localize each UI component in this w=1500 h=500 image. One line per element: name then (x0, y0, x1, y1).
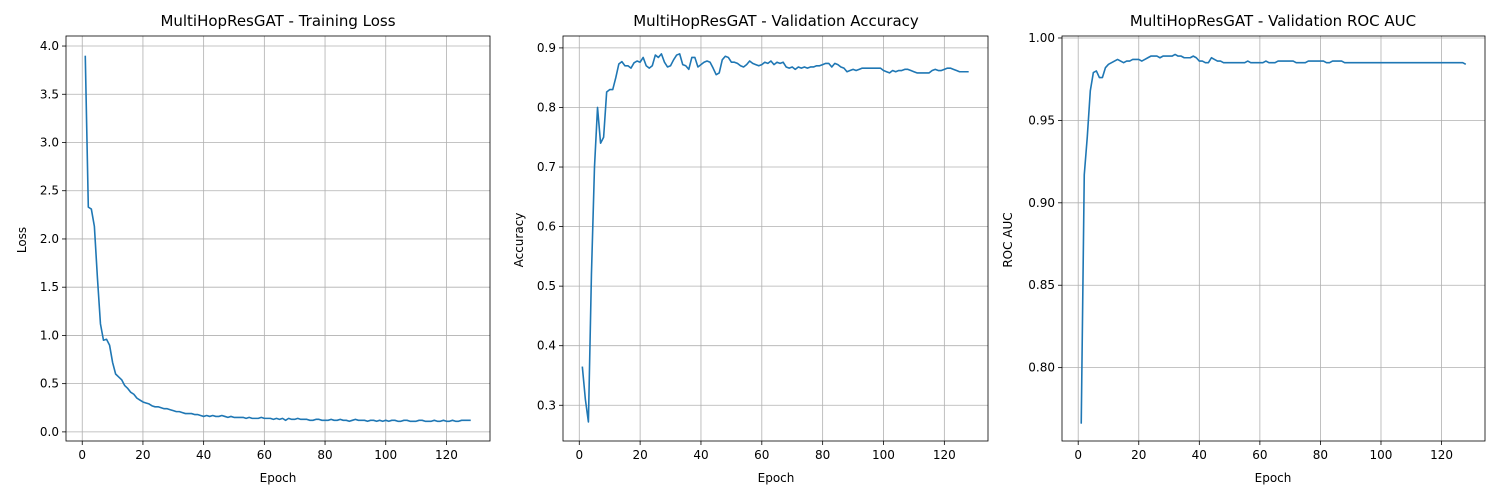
loss-x-tick-label: 80 (317, 448, 332, 462)
accuracy-x-tick-label: 100 (872, 448, 895, 462)
loss-x-tick-label: 40 (196, 448, 211, 462)
loss-x-tick-label: 0 (78, 448, 86, 462)
accuracy-y-tick-label: 0.5 (537, 279, 556, 293)
roc-auc-y-tick-label: 1.00 (1028, 31, 1055, 45)
loss-series-line (84, 55, 471, 423)
roc-auc-y-tick-label: 0.90 (1028, 196, 1055, 210)
accuracy-series-line (581, 53, 969, 423)
loss-y-tick-label: 2.0 (40, 232, 59, 246)
roc-auc-x-tick-label: 20 (1131, 448, 1146, 462)
accuracy-y-tick-label: 0.8 (537, 100, 556, 114)
loss-chart-title: MultiHopResGAT - Training Loss (160, 12, 395, 30)
accuracy-x-axis-label: Epoch (758, 471, 795, 485)
roc-auc-x-tick-label: 0 (1074, 448, 1082, 462)
accuracy-y-tick-label: 0.3 (537, 398, 556, 412)
accuracy-panel: MultiHopResGAT - Validation Accuracy Epo… (512, 12, 989, 485)
accuracy-x-tick-label: 40 (693, 448, 708, 462)
loss-y-tick-label: 1.5 (40, 280, 59, 294)
roc-auc-panel: MultiHopResGAT - Validation ROC AUC Epoc… (1001, 12, 1486, 485)
roc-auc-x-tick-label: 60 (1252, 448, 1267, 462)
loss-panel: MultiHopResGAT - Training Loss Epoch Los… (15, 12, 491, 485)
loss-y-tick-label: 4.0 (40, 39, 59, 53)
accuracy-x-tick-label: 20 (632, 448, 647, 462)
loss-y-axis-label: Loss (15, 227, 29, 253)
loss-y-tick-label: 3.5 (40, 87, 59, 101)
accuracy-x-tick-label: 0 (575, 448, 583, 462)
roc-auc-y-tick-label: 0.85 (1028, 278, 1055, 292)
accuracy-y-tick-label: 0.7 (537, 160, 556, 174)
accuracy-x-tick-label: 60 (754, 448, 769, 462)
accuracy-chart-title: MultiHopResGAT - Validation Accuracy (633, 12, 919, 30)
accuracy-x-tick-label: 120 (933, 448, 956, 462)
roc-auc-series-line (1080, 53, 1467, 424)
accuracy-plot-area: 0 20 40 60 80 100 120 0.3 0.4 0.5 0.6 0.7 0.8 0.9 (537, 35, 989, 462)
loss-x-tick-label: 100 (374, 448, 397, 462)
loss-x-tick-label: 120 (435, 448, 458, 462)
loss-y-tick-label: 0.0 (40, 425, 59, 439)
roc-auc-axes-frame (1061, 35, 1486, 442)
loss-y-tick-label: 2.5 (40, 184, 59, 198)
roc-auc-y-axis-label: ROC AUC (1001, 212, 1015, 267)
roc-auc-x-tick-label: 80 (1313, 448, 1328, 462)
loss-y-tick-label: 3.0 (40, 135, 59, 149)
roc-auc-plot-area: 0 20 40 60 80 100 120 0.80 0.85 0.90 0.95 1.00 (1028, 31, 1486, 462)
roc-auc-chart-title: MultiHopResGAT - Validation ROC AUC (1130, 12, 1416, 30)
loss-x-tick-label: 60 (257, 448, 272, 462)
accuracy-y-axis-label: Accuracy (512, 213, 526, 268)
loss-y-tick-label: 0.5 (40, 377, 59, 391)
roc-auc-y-tick-label: 0.80 (1028, 361, 1055, 375)
loss-x-axis-label: Epoch (260, 471, 297, 485)
accuracy-axes-frame (562, 35, 989, 442)
loss-plot-area: 0 20 40 60 80 100 120 0.0 0.5 1.0 1.5 2.0 2.5 3.0 3.5 4… (40, 35, 491, 462)
roc-auc-x-tick-label: 40 (1192, 448, 1207, 462)
accuracy-y-tick-label: 0.6 (537, 220, 556, 234)
roc-auc-y-tick-label: 0.95 (1028, 113, 1055, 127)
accuracy-y-tick-label: 0.9 (537, 41, 556, 55)
loss-x-tick-label: 20 (135, 448, 150, 462)
accuracy-x-tick-label: 80 (815, 448, 830, 462)
roc-auc-x-tick-label: 120 (1430, 448, 1453, 462)
accuracy-y-tick-label: 0.4 (537, 339, 556, 353)
roc-auc-x-axis-label: Epoch (1255, 471, 1292, 485)
loss-y-tick-label: 1.0 (40, 328, 59, 342)
loss-axes-frame (65, 35, 491, 442)
roc-auc-x-tick-label: 100 (1370, 448, 1393, 462)
